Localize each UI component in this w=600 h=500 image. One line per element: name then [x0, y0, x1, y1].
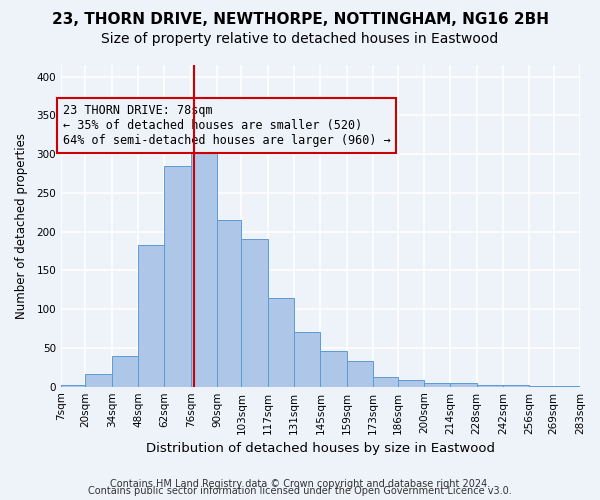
Bar: [503, 385, 529, 386]
Bar: [138, 245, 164, 386]
Bar: [241, 240, 268, 386]
Bar: [347, 361, 373, 386]
Text: Size of property relative to detached houses in Eastwood: Size of property relative to detached ho…: [101, 32, 499, 46]
Bar: [112, 356, 138, 386]
Text: 23 THORN DRIVE: 78sqm
← 35% of detached houses are smaller (520)
64% of semi-det: 23 THORN DRIVE: 78sqm ← 35% of detached …: [63, 104, 391, 146]
Text: 23, THORN DRIVE, NEWTHORPE, NOTTINGHAM, NG16 2BH: 23, THORN DRIVE, NEWTHORPE, NOTTINGHAM, …: [52, 12, 548, 28]
Bar: [217, 220, 241, 386]
Bar: [373, 378, 398, 386]
X-axis label: Distribution of detached houses by size in Eastwood: Distribution of detached houses by size …: [146, 442, 495, 455]
Bar: [450, 383, 476, 386]
Bar: [476, 385, 503, 386]
Bar: [191, 144, 217, 386]
Bar: [85, 374, 112, 386]
Bar: [294, 332, 320, 386]
Bar: [320, 351, 347, 386]
Bar: [268, 298, 294, 386]
Bar: [164, 166, 191, 386]
Bar: [424, 383, 450, 386]
Bar: [61, 385, 85, 386]
Bar: [398, 380, 424, 386]
Text: Contains HM Land Registry data © Crown copyright and database right 2024.: Contains HM Land Registry data © Crown c…: [110, 479, 490, 489]
Text: Contains public sector information licensed under the Open Government Licence v3: Contains public sector information licen…: [88, 486, 512, 496]
Y-axis label: Number of detached properties: Number of detached properties: [15, 133, 28, 319]
